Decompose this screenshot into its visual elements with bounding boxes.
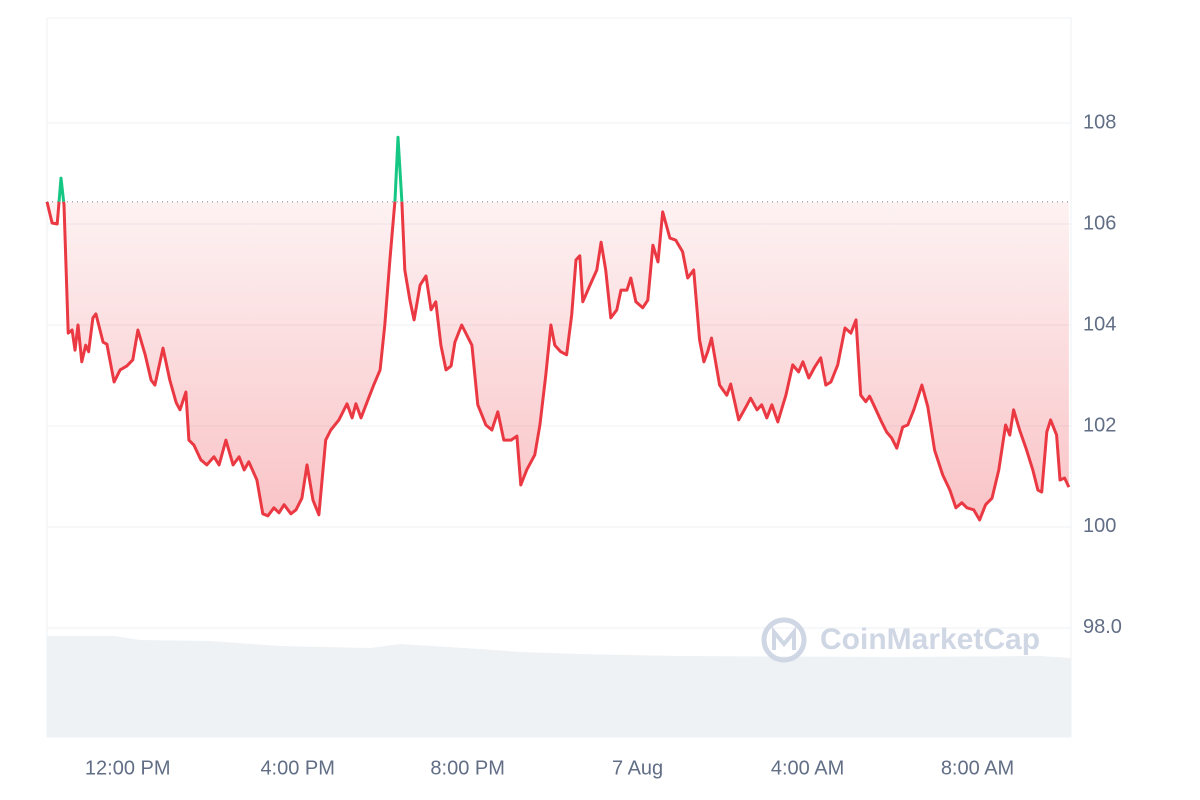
watermark-logo: [761, 617, 807, 663]
y-tick-label: 108: [1083, 111, 1116, 133]
x-tick-label: 8:00 AM: [941, 757, 1014, 779]
x-tick-label: 7 Aug: [612, 757, 663, 779]
y-tick-label: 100: [1083, 515, 1116, 537]
y-tick-label: 102: [1083, 414, 1116, 436]
x-tick-label: 12:00 PM: [85, 757, 171, 779]
line-down: [45, 201, 1071, 522]
y-tick-label: 104: [1083, 313, 1116, 335]
x-tick-label: 4:00 PM: [260, 757, 334, 779]
down-area: [47, 201, 1069, 520]
volume-bars: [47, 636, 1071, 737]
x-tick-label: 8:00 PM: [430, 757, 504, 779]
y-tick-label: 106: [1083, 212, 1116, 234]
watermark: CoinMarketCap: [820, 623, 1040, 656]
plot: [45, 135, 1071, 522]
x-tick-label: 4:00 AM: [771, 757, 844, 779]
y-tick-label: 98.0: [1083, 616, 1122, 638]
